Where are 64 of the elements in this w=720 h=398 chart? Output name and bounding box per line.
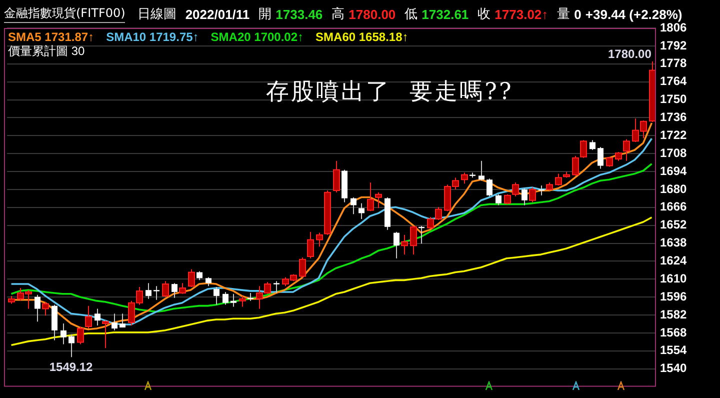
text: 0 bbox=[574, 6, 582, 22]
candlestick bbox=[60, 323, 66, 345]
y-tick-label: 1568 bbox=[660, 325, 688, 340]
candlestick bbox=[486, 178, 492, 197]
candlestick bbox=[478, 160, 484, 182]
candlestick bbox=[68, 334, 74, 358]
y-tick-label: 1722 bbox=[660, 128, 688, 142]
y-tick-label: 1736 bbox=[660, 110, 688, 124]
y-tick-label: 1638 bbox=[660, 236, 688, 250]
candlestick bbox=[146, 282, 152, 300]
text: 1733.46 bbox=[276, 6, 323, 22]
candlestick bbox=[358, 202, 364, 220]
candlestick bbox=[120, 313, 126, 328]
text: 1773.02↑ bbox=[494, 6, 548, 22]
y-tick-label: 1708 bbox=[660, 146, 688, 160]
annotation: 價量累計圖 30 bbox=[8, 43, 85, 60]
text: 2022/01/11 bbox=[185, 6, 250, 22]
text: 高 bbox=[332, 5, 345, 23]
y-tick-label: 1596 bbox=[660, 289, 688, 304]
y-tick-label: 1666 bbox=[660, 200, 688, 214]
text: SMA10 1719.75↑ bbox=[106, 30, 199, 44]
candlestick bbox=[214, 286, 220, 306]
y-tick-label: 1540 bbox=[660, 361, 688, 376]
y-tick-label: 1792 bbox=[660, 38, 688, 52]
y-tick-label: 1764 bbox=[660, 74, 688, 88]
y-tick-label: 1750 bbox=[660, 92, 688, 106]
chart-title: 金融指數現貨(FITF00) bbox=[4, 5, 126, 23]
annotation: 存股噴出了 要走嗎?? bbox=[266, 78, 514, 107]
annotation: 1549.12 bbox=[49, 360, 94, 374]
y-tick-label: 1610 bbox=[660, 271, 688, 286]
candlestick bbox=[394, 231, 400, 259]
text: SMA5 1731.87↑ bbox=[8, 30, 94, 44]
y-tick-label: 1624 bbox=[660, 254, 688, 268]
candlestick bbox=[222, 291, 228, 306]
text: 開 bbox=[258, 5, 272, 23]
candlestick bbox=[350, 196, 356, 215]
text: SMA60 1658.18↑ bbox=[316, 30, 408, 44]
y-tick-label: 1694 bbox=[660, 164, 688, 178]
candlestick bbox=[590, 140, 596, 150]
y-tick-label: 1652 bbox=[660, 218, 688, 232]
text: 量 bbox=[557, 5, 570, 23]
text: 低 bbox=[404, 5, 418, 23]
candlestick bbox=[154, 286, 160, 300]
y-tick-label: 1554 bbox=[660, 343, 688, 358]
candlestick bbox=[598, 146, 604, 170]
text: 1732.61 bbox=[422, 6, 469, 22]
y-tick-label: 1806 bbox=[660, 20, 688, 34]
y-tick-label: 1778 bbox=[660, 56, 688, 70]
text: 1780.00 bbox=[348, 6, 396, 22]
candlestick bbox=[496, 194, 502, 206]
candlestick bbox=[34, 294, 40, 322]
text: 收 bbox=[478, 5, 491, 23]
candlestick bbox=[94, 308, 100, 326]
candlestick bbox=[172, 282, 178, 298]
candlestick bbox=[230, 293, 236, 308]
y-tick-label: 1680 bbox=[660, 182, 688, 196]
text: SMA20 1700.02↑ bbox=[210, 30, 304, 44]
candlestick bbox=[522, 188, 528, 206]
text: +39.44 (+2.28%) bbox=[585, 6, 682, 22]
candlestick bbox=[112, 313, 118, 331]
chart-subtitle: 日線圖 bbox=[137, 5, 176, 23]
y-tick-label: 1582 bbox=[660, 307, 688, 322]
annotation: 1780.00 bbox=[608, 47, 652, 61]
candlestick bbox=[274, 280, 280, 294]
